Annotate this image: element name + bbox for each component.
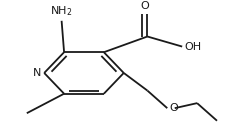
Text: O: O [169, 103, 178, 113]
Text: O: O [140, 1, 149, 11]
Text: N: N [33, 68, 41, 78]
Text: NH$_2$: NH$_2$ [50, 4, 73, 18]
Text: OH: OH [184, 42, 201, 52]
